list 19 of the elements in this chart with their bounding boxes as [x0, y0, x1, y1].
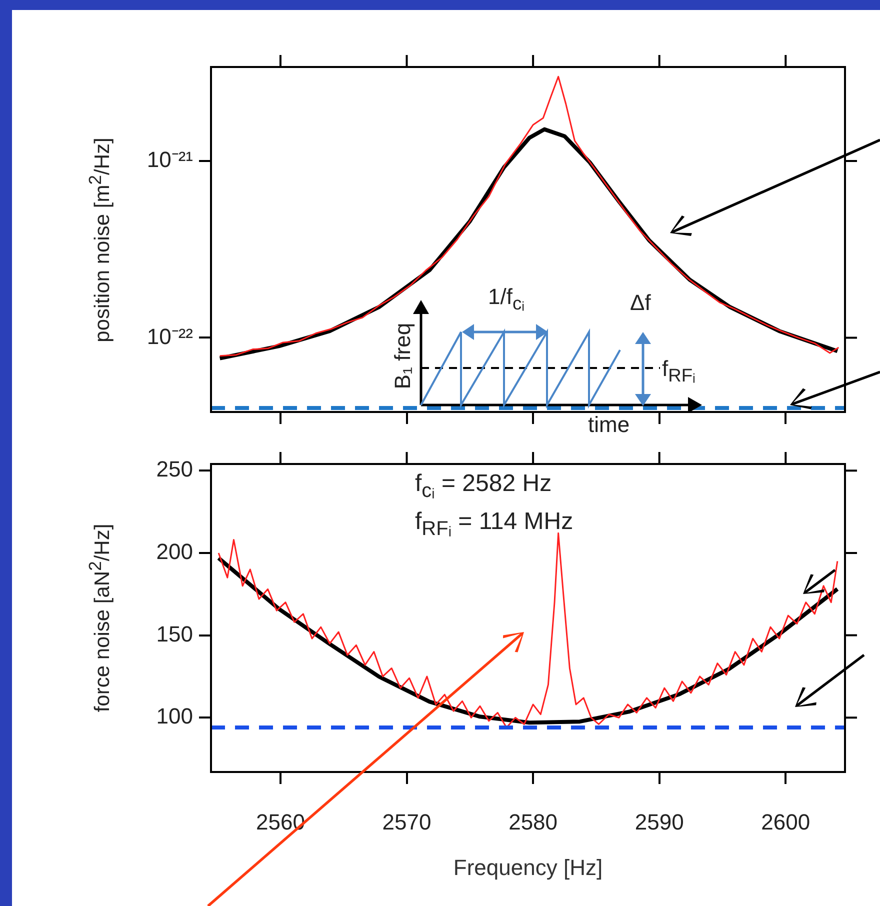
- annotation: f$_{cᵢ}$ = 2582 Hz: [415, 470, 552, 502]
- x-tick-label: 2570: [382, 809, 432, 834]
- annotation: f$_{RFᵢ}$ = 114 MHz: [415, 508, 574, 540]
- y-tick-label: 250: [156, 456, 193, 482]
- x-tick-label: 2560: [256, 809, 305, 834]
- annotation: B₁ freq: [390, 322, 415, 390]
- x-axis-title: Frequency [Hz]: [453, 854, 603, 880]
- annotation: Δf: [630, 290, 651, 315]
- x-tick-label: 2590: [634, 809, 684, 834]
- y-tick-label: 10⁻²¹: [146, 147, 193, 172]
- x-tick-label: 2580: [508, 809, 558, 834]
- y-tick-label: 200: [156, 539, 193, 564]
- annotation: 1/f$_{cᵢ}$: [488, 284, 525, 314]
- y-tick-label: 10⁻²²: [146, 324, 193, 349]
- y-tick-label: 150: [156, 621, 193, 646]
- x-tick-label: 2600: [761, 809, 810, 834]
- y-tick-label: 100: [156, 704, 193, 729]
- text: time: [588, 412, 630, 437]
- annotation: f$_{RFᵢ}$: [662, 356, 696, 386]
